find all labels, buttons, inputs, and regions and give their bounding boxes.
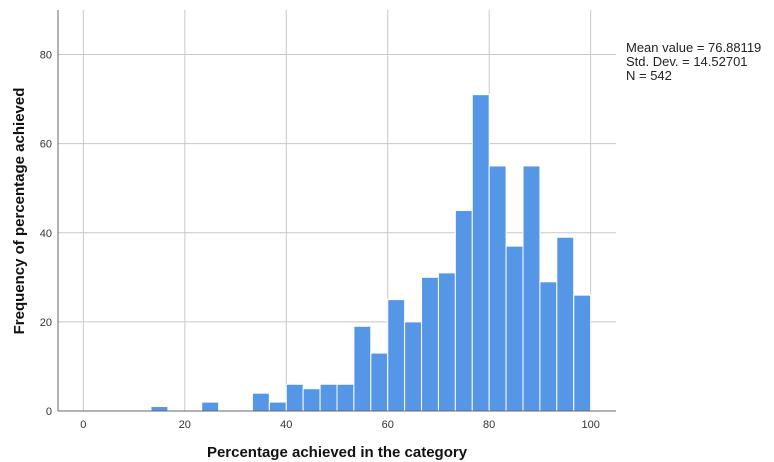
histogram-bar-1 xyxy=(201,401,220,412)
histogram-bar-14 xyxy=(454,210,473,412)
histogram-bar-17 xyxy=(505,245,524,412)
histogram-bar-15 xyxy=(471,94,490,412)
y-tick-label-20: 20 xyxy=(40,317,52,329)
histogram-bar-0 xyxy=(150,406,169,412)
statistics-legend: Mean value = 76.88119 Std. Dev. = 14.527… xyxy=(626,41,761,83)
x-tick-label-80: 80 xyxy=(483,419,495,431)
histogram-bars xyxy=(150,94,592,412)
histogram-bar-7 xyxy=(336,383,355,412)
x-tick-label-60: 60 xyxy=(382,419,394,431)
histogram-bar-20 xyxy=(556,236,575,412)
histogram-bar-21 xyxy=(573,294,592,412)
histogram-bar-4 xyxy=(285,383,304,412)
histogram-bar-9 xyxy=(370,352,389,412)
histogram-bar-13 xyxy=(437,272,456,412)
histogram-bar-6 xyxy=(319,383,338,412)
histogram-bar-18 xyxy=(522,165,541,412)
x-tick-label-20: 20 xyxy=(179,419,191,431)
histogram-bar-10 xyxy=(387,299,406,412)
std-dev-label: Std. Dev. = 14.52701 xyxy=(626,54,748,69)
y-tick-label-60: 60 xyxy=(40,139,52,151)
histogram-bar-8 xyxy=(353,325,372,412)
histogram-bar-16 xyxy=(488,165,507,412)
histogram-bar-3 xyxy=(268,401,287,412)
mean-value-label: Mean value = 76.88119 xyxy=(626,40,762,55)
histogram-bar-2 xyxy=(251,392,270,412)
y-tick-label-40: 40 xyxy=(40,228,52,240)
histogram-bar-11 xyxy=(404,321,423,412)
x-axis-title: Percentage achieved in the category xyxy=(207,444,468,461)
y-axis-title: Frequency of percentage achieved xyxy=(11,88,28,335)
y-tick-label-80: 80 xyxy=(40,50,52,62)
histogram-bar-5 xyxy=(302,388,321,412)
x-tick-label-100: 100 xyxy=(581,419,599,431)
tick-labels: 0 20 40 60 80 100 0 20 40 60 80 xyxy=(40,50,600,431)
histogram-bar-12 xyxy=(421,276,439,412)
y-tick-label-0: 0 xyxy=(46,406,52,418)
x-tick-label-40: 40 xyxy=(280,419,292,431)
axes xyxy=(57,10,616,412)
x-tick-label-0: 0 xyxy=(80,419,86,431)
histogram-bar-19 xyxy=(539,281,558,412)
n-count-label: N = 542 xyxy=(626,68,672,83)
